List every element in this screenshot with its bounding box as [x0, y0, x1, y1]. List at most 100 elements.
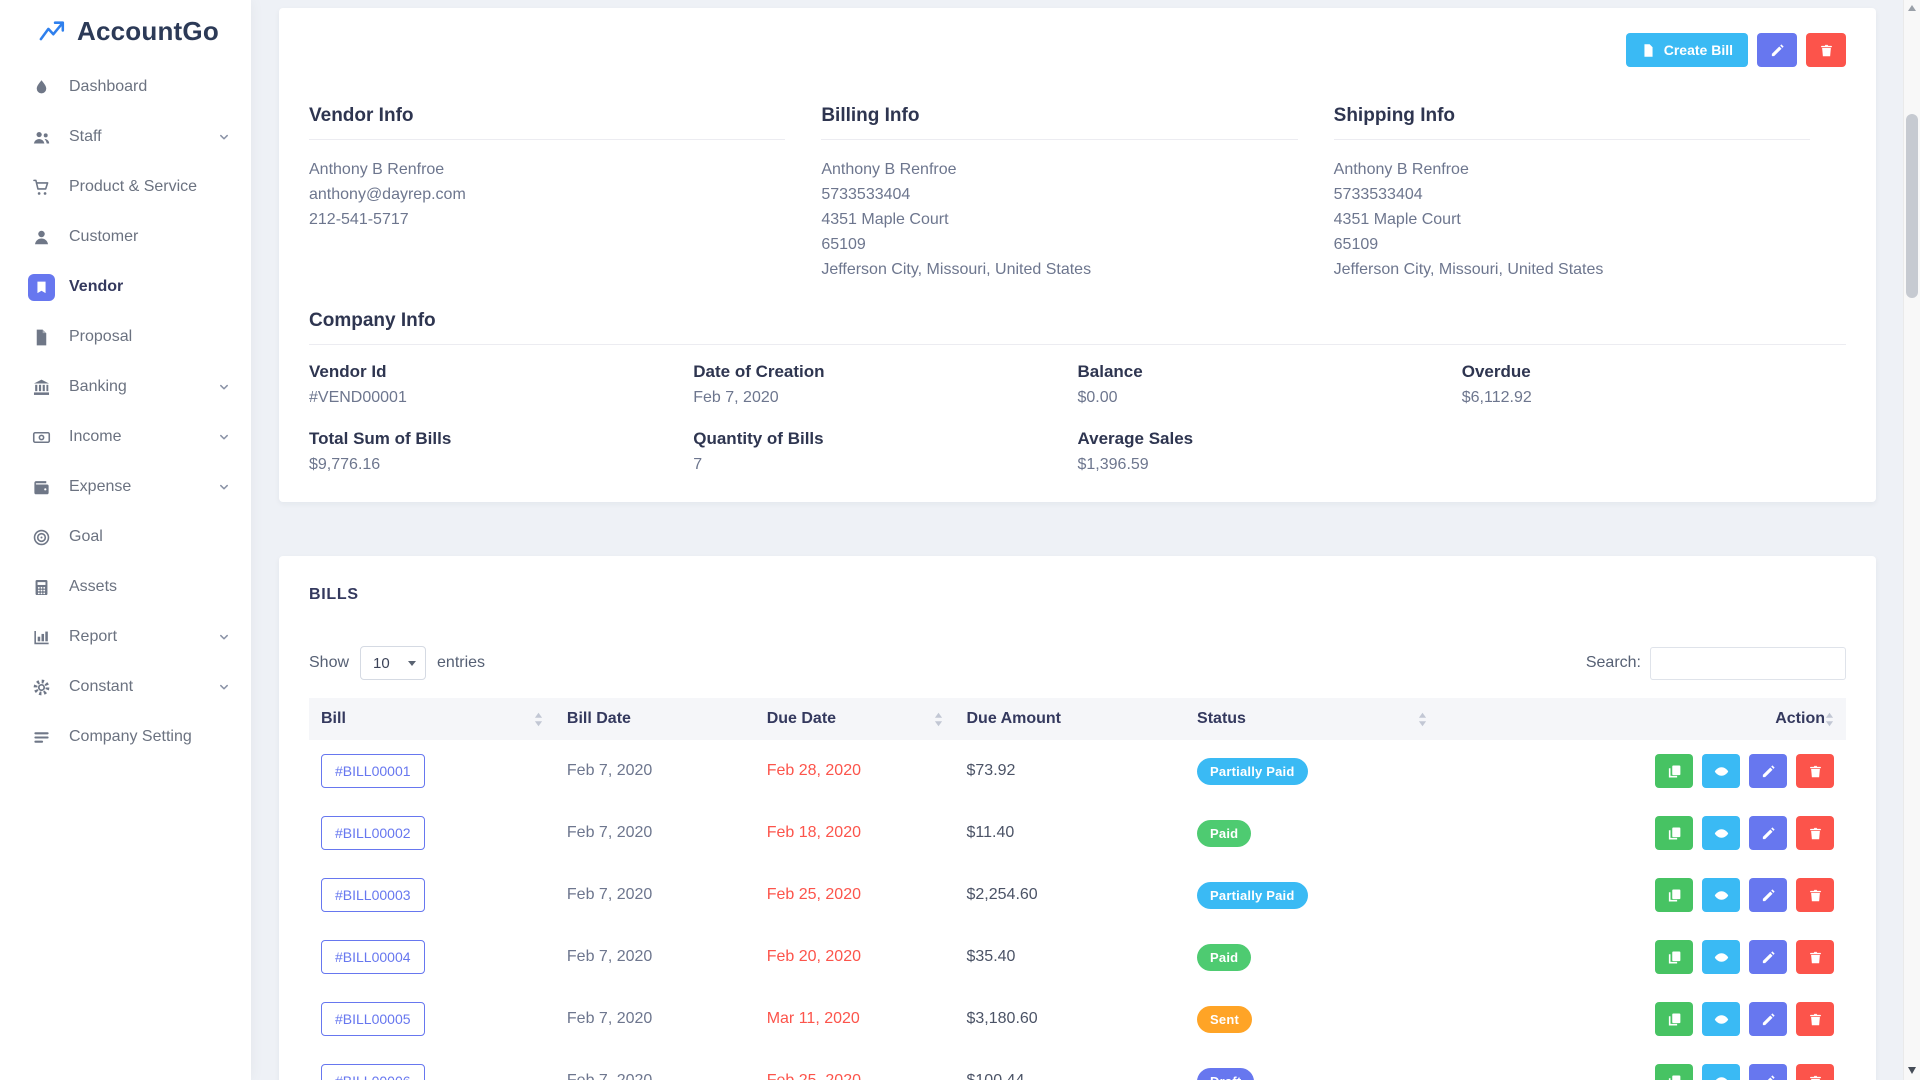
bill-view-button[interactable] — [1702, 754, 1740, 788]
scrollbar[interactable] — [1903, 0, 1920, 1080]
sidebar-item-product-service[interactable]: Product & Service — [0, 162, 251, 212]
bill-view-button[interactable] — [1702, 1064, 1740, 1080]
constant-icon — [28, 674, 55, 701]
field-value: 7 — [693, 456, 703, 473]
goal-icon — [28, 524, 55, 551]
column-header-due-date[interactable]: Due Date — [754, 698, 955, 740]
company-field-average-sales: Average Sales $1,396.59 — [1078, 429, 1462, 474]
field-value: $0.00 — [1077, 389, 1118, 406]
sidebar-item-label: Goal — [69, 528, 103, 545]
copy-icon — [1667, 764, 1682, 779]
table-header-row: Bill Bill Date Due Date Due Amount Status Act… — [309, 698, 1846, 740]
bill-edit-button[interactable] — [1749, 816, 1787, 850]
table-row: #BILL00004 Feb 7, 2020 Feb 20, 2020 $35.… — [309, 926, 1846, 988]
bill-view-button[interactable] — [1702, 1002, 1740, 1036]
info-line: 5733533404 — [821, 186, 911, 203]
bill-delete-button[interactable] — [1796, 754, 1834, 788]
bill-number-link[interactable]: #BILL00003 — [321, 878, 425, 912]
bill-edit-button[interactable] — [1749, 1002, 1787, 1036]
chevron-down-icon — [217, 630, 231, 644]
company-field-balance: Balance $0.00 — [1078, 362, 1462, 407]
bill-delete-button[interactable] — [1796, 878, 1834, 912]
bill-edit-button[interactable] — [1749, 878, 1787, 912]
bill-view-button[interactable] — [1702, 878, 1740, 912]
scroll-down-arrow[interactable] — [1908, 1067, 1916, 1074]
product-service-icon — [28, 174, 55, 201]
sidebar-item-vendor[interactable]: Vendor — [0, 262, 251, 312]
bill-edit-button[interactable] — [1749, 1064, 1787, 1080]
sidebar-item-assets[interactable]: Assets — [0, 562, 251, 612]
due-date-cell: Mar 11, 2020 — [766, 1010, 860, 1027]
vendor-info-title: Vendor Info — [309, 105, 786, 140]
sidebar-item-customer[interactable]: Customer — [0, 212, 251, 262]
bill-duplicate-button[interactable] — [1655, 940, 1693, 974]
show-label: Show — [309, 654, 350, 671]
bill-delete-button[interactable] — [1796, 1064, 1834, 1080]
chevron-down-icon — [217, 430, 231, 444]
eye-icon — [1714, 826, 1729, 841]
delete-vendor-button[interactable] — [1806, 33, 1846, 67]
sidebar-item-staff[interactable]: Staff — [0, 112, 251, 162]
sidebar-item-company-setting[interactable]: Company Setting — [0, 712, 251, 762]
sidebar-item-label: Constant — [69, 678, 134, 695]
vendor-detail-card: Create Bill Vendor Info Anthony B Renfro… — [279, 8, 1876, 502]
sidebar-item-label: Banking — [69, 378, 127, 395]
sidebar-item-dashboard[interactable]: Dashboard — [0, 62, 251, 112]
bill-number-link[interactable]: #BILL00002 — [321, 816, 425, 850]
column-header-status[interactable]: Status — [1185, 698, 1439, 740]
bill-view-button[interactable] — [1702, 816, 1740, 850]
info-line: Jefferson City, Missouri, United States — [1333, 261, 1604, 278]
bill-date-cell: Feb 7, 2020 — [566, 762, 653, 779]
bill-duplicate-button[interactable] — [1655, 1064, 1693, 1080]
entries-label: entries — [437, 654, 486, 671]
row-actions — [1451, 816, 1834, 850]
column-header-due-amount[interactable]: Due Amount — [954, 698, 1186, 740]
sidebar-item-goal[interactable]: Goal — [0, 512, 251, 562]
edit-vendor-button[interactable] — [1757, 33, 1797, 67]
bill-delete-button[interactable] — [1796, 940, 1834, 974]
app-logo[interactable]: AccountGo — [0, 0, 251, 62]
sidebar-item-income[interactable]: Income — [0, 412, 251, 462]
scrollbar-thumb[interactable] — [1906, 114, 1918, 298]
billing-info-title: Billing Info — [821, 105, 1298, 140]
bill-duplicate-button[interactable] — [1655, 1002, 1693, 1036]
copy-icon — [1667, 950, 1682, 965]
bill-delete-button[interactable] — [1796, 1002, 1834, 1036]
field-label: Average Sales — [1077, 429, 1194, 448]
row-actions — [1451, 1002, 1834, 1036]
info-line: 65109 — [1333, 236, 1379, 253]
bill-number-link[interactable]: #BILL00001 — [321, 754, 425, 788]
search-control: Search: — [1585, 646, 1846, 680]
pencil-icon — [1770, 43, 1785, 58]
bill-edit-button[interactable] — [1749, 940, 1787, 974]
bill-number-link[interactable]: #BILL00006 — [321, 1064, 425, 1080]
sort-icon — [1418, 712, 1427, 727]
assets-icon — [28, 574, 55, 601]
sidebar-item-constant[interactable]: Constant — [0, 662, 251, 712]
eye-icon — [1714, 950, 1729, 965]
sidebar-item-report[interactable]: Report — [0, 612, 251, 662]
chevron-down-icon — [217, 480, 231, 494]
pencil-icon — [1761, 826, 1776, 841]
search-input[interactable] — [1650, 646, 1846, 680]
bill-duplicate-button[interactable] — [1655, 754, 1693, 788]
bill-duplicate-button[interactable] — [1655, 878, 1693, 912]
column-header-bill[interactable]: Bill — [309, 698, 555, 740]
page-size-control: Show 10 entries — [309, 646, 485, 680]
bill-duplicate-button[interactable] — [1655, 816, 1693, 850]
page-size-select[interactable]: 10 — [360, 646, 427, 680]
bill-number-link[interactable]: #BILL00004 — [321, 940, 425, 974]
search-label: Search: — [1585, 654, 1641, 671]
bill-view-button[interactable] — [1702, 940, 1740, 974]
column-header-bill-date[interactable]: Bill Date — [554, 698, 755, 740]
bill-number-link[interactable]: #BILL00005 — [321, 1002, 425, 1036]
scroll-up-arrow[interactable] — [1908, 5, 1916, 11]
bill-delete-button[interactable] — [1796, 816, 1834, 850]
column-header-action[interactable]: Action — [1438, 698, 1846, 740]
sidebar-item-expense[interactable]: Expense — [0, 462, 251, 512]
sidebar-item-proposal[interactable]: Proposal — [0, 312, 251, 362]
create-bill-button[interactable]: Create Bill — [1625, 33, 1748, 67]
pencil-icon — [1761, 888, 1776, 903]
bill-edit-button[interactable] — [1749, 754, 1787, 788]
sidebar-item-banking[interactable]: Banking — [0, 362, 251, 412]
